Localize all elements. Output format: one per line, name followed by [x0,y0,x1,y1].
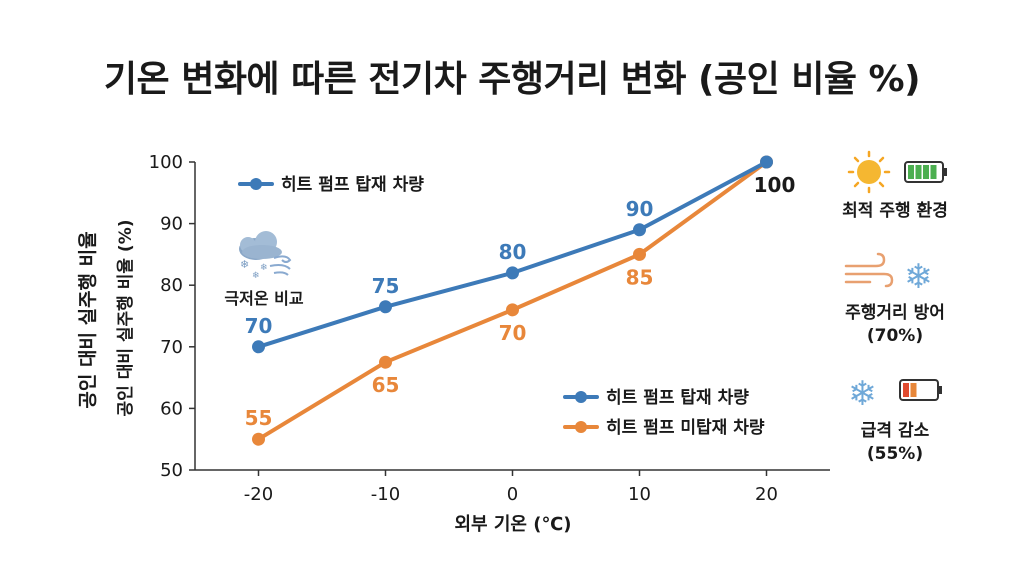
y-axis-label-inner: 공인 대비 실주행 비율 (%) [116,219,136,416]
snowflake-icon: ❄ [848,374,877,414]
side-label-defense-line2: (70%) [866,326,924,346]
cloud-snow-wind-icon: ❄ ❄ ❄ [239,231,292,281]
x-axis-label: 외부 기온 (℃) [454,514,571,535]
side-label-drop-line2: (55%) [866,444,924,464]
x-tick-label: -20 [244,484,273,505]
battery-low-icon [899,379,942,401]
legend-bottom: 히트 펌프 탑재 차량 히트 펌프 미탑재 차량 [563,387,765,438]
battery-full-icon [904,161,947,183]
side-label-defense: 주행거리 방어 (70%) [815,302,975,348]
svg-text:❄: ❄ [260,263,268,273]
series-point-1 [506,303,519,317]
data-label: 80 [499,240,527,264]
annotation-cold: 극저온 비교 [224,289,303,308]
wind-icon [844,252,894,288]
series-point-1 [633,247,646,261]
side-label-drop: 급격 감소 (55%) [820,420,970,466]
y-tick-label: 60 [160,398,183,419]
side-label-drop-line1: 급격 감소 [860,421,930,441]
data-labels: 70 75 80 90 100 55 65 70 85 [245,173,796,430]
y-tick-label: 100 [149,152,183,173]
page-title: 기온 변화에 따른 전기차 주행거리 변화 (공인 비율 %) [103,59,921,100]
sun-icon [847,150,891,194]
legend-bottom-label-2: 히트 펌프 미탑재 차량 [606,417,765,438]
data-label: 85 [626,265,654,289]
series-point-0 [506,266,519,280]
data-label: 75 [372,274,400,298]
x-tick-label: -10 [371,484,400,505]
y-tick-label: 70 [160,337,183,358]
x-tick-label: 0 [507,484,518,505]
data-label: 70 [499,321,527,345]
svg-text:❄: ❄ [252,271,260,281]
data-label: 65 [372,373,400,397]
data-label: 55 [245,406,273,430]
y-tick-label: 50 [160,460,183,481]
series-point-0 [379,300,392,314]
x-tick-label: 20 [755,484,778,505]
snowflake-icon: ❄ [904,257,933,297]
data-label: 100 [754,173,796,197]
legend-top: 히트 펌프 탑재 차량 [238,174,424,195]
data-label: 70 [245,314,273,338]
series-point-1 [379,355,392,369]
svg-text:❄: ❄ [240,258,249,271]
legend-bottom-label-1: 히트 펌프 탑재 차량 [606,387,749,408]
legend-top-label: 히트 펌프 탑재 차량 [281,174,424,195]
y-tick-label: 90 [160,214,183,235]
series-point-0 [252,340,265,354]
side-label-optimal: 최적 주행 환경 [842,201,948,221]
series-point-0 [760,155,773,169]
y-axis-label-outer: 공인 대비 실주행 비율 [77,231,99,408]
data-label: 90 [626,197,654,221]
series-point-1 [252,432,265,446]
series-point-0 [633,223,646,237]
x-tick-label: 10 [628,484,651,505]
side-label-defense-line1: 주행거리 방어 [845,303,945,323]
y-tick-label: 80 [160,275,183,296]
series-points [252,155,773,446]
axes: 50 60 70 80 90 100 -20 -10 0 10 20 [149,152,830,505]
